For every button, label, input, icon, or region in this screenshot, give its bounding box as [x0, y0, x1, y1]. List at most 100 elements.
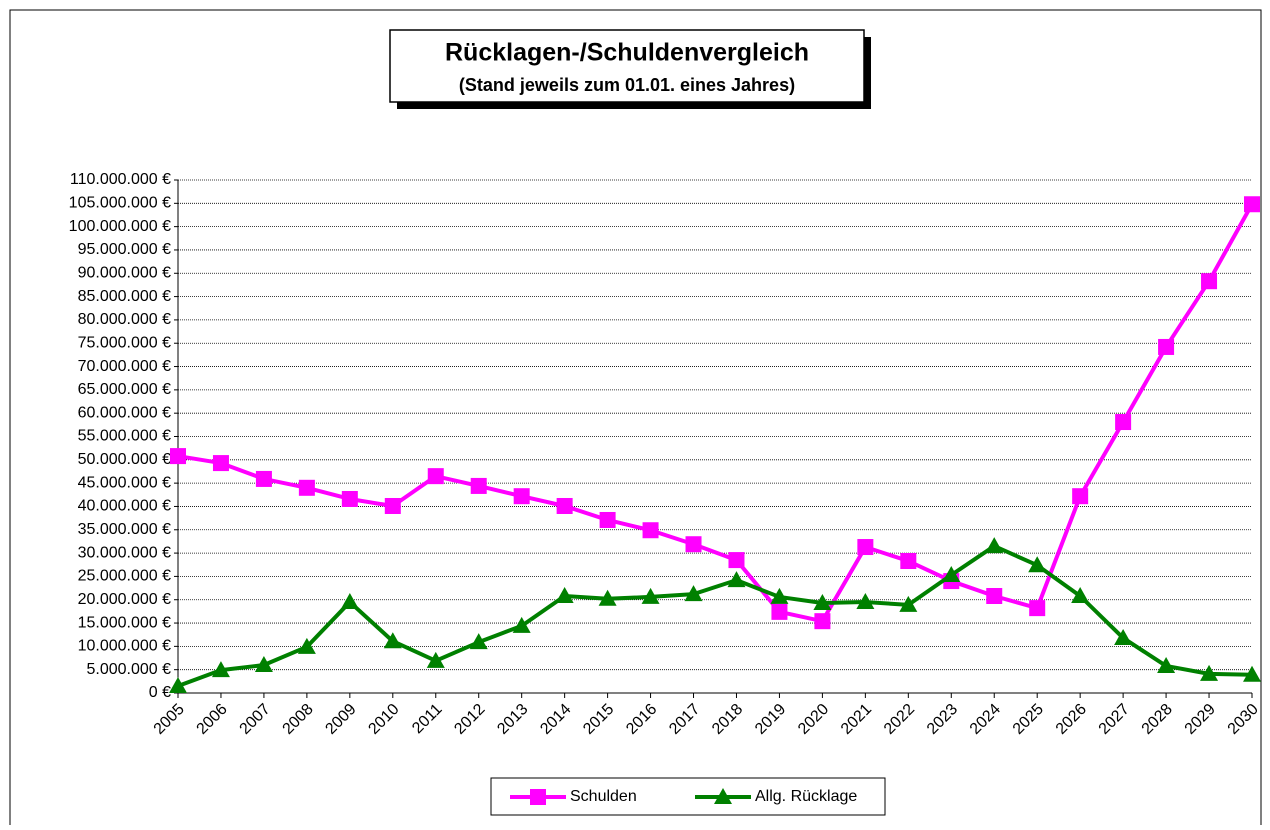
x-tick-label: 2020 — [795, 701, 832, 738]
x-tick-label: 2018 — [709, 701, 746, 738]
y-tick-label: 0 € — [149, 684, 171, 701]
point — [813, 593, 832, 610]
y-tick-label: 5.000.000 € — [86, 661, 171, 678]
point — [512, 616, 531, 633]
x-tick-label: 2010 — [365, 701, 402, 738]
y-tick-label: 90.000.000 € — [78, 264, 172, 281]
point — [727, 571, 746, 588]
x-tick-label: 2017 — [666, 701, 703, 738]
y-tick-label: 85.000.000 € — [78, 288, 172, 305]
point — [1200, 664, 1219, 681]
x-tick-label: 2015 — [580, 701, 617, 738]
x-tick-label: 2014 — [537, 701, 574, 738]
y-tick-label: 20.000.000 € — [78, 591, 172, 608]
point — [856, 593, 875, 610]
point — [383, 632, 402, 649]
y-tick-label: 30.000.000 € — [78, 544, 172, 561]
x-tick-label: 2026 — [1053, 701, 1090, 738]
y-tick-label: 35.000.000 € — [78, 521, 172, 538]
x-tick-label: 2012 — [451, 701, 488, 738]
x-tick-label: 2024 — [967, 701, 1004, 738]
point — [598, 589, 617, 606]
x-tick-label: 2005 — [151, 701, 188, 738]
legend-label: Allg. Rücklage — [755, 788, 857, 805]
x-tick-label: 2016 — [623, 701, 660, 738]
point — [297, 637, 316, 654]
point — [1243, 665, 1261, 682]
point — [685, 536, 702, 553]
point — [1029, 600, 1046, 617]
point — [900, 553, 917, 570]
point — [1201, 273, 1218, 290]
x-tick-label: 2009 — [322, 701, 359, 738]
y-tick-label: 15.000.000 € — [78, 614, 172, 631]
point — [1244, 196, 1260, 213]
legend-label: Schulden — [570, 788, 637, 805]
point — [985, 537, 1004, 554]
point — [986, 587, 1003, 604]
x-tick-label: 2021 — [838, 701, 875, 738]
point — [599, 511, 616, 528]
y-tick-label: 80.000.000 € — [78, 311, 172, 328]
point — [1158, 338, 1175, 355]
series-line — [177, 544, 1253, 688]
x-tick-label: 2029 — [1182, 701, 1219, 738]
chart-frame — [9, 9, 1262, 830]
point — [212, 455, 229, 472]
y-tick-label: 100.000.000 € — [69, 218, 171, 235]
point — [513, 488, 530, 505]
point — [942, 566, 961, 583]
x-tick-label: 2013 — [494, 701, 531, 738]
point — [1115, 414, 1132, 431]
point — [771, 603, 788, 620]
x-tick-label: 2008 — [280, 701, 317, 738]
x-tick-label: 2011 — [409, 701, 445, 737]
point — [1071, 586, 1090, 603]
point — [427, 468, 444, 485]
y-tick-label: 40.000.000 € — [78, 498, 172, 515]
y-tick-label: 105.000.000 € — [69, 195, 171, 212]
point — [684, 585, 703, 602]
point — [556, 497, 573, 514]
point — [255, 470, 272, 487]
x-tick-label: 2007 — [237, 701, 274, 738]
x-tick-label: 2019 — [752, 701, 789, 738]
point — [899, 595, 918, 612]
point — [426, 651, 445, 668]
x-tick-label: 2028 — [1139, 701, 1176, 738]
point — [641, 587, 660, 604]
point — [341, 490, 358, 507]
y-tick-label: 110.000.000 € — [70, 171, 171, 188]
x-tick-label: 2023 — [924, 701, 961, 738]
point — [469, 633, 488, 650]
point — [169, 677, 187, 694]
y-tick-label: 75.000.000 € — [78, 334, 172, 351]
y-tick-label: 10.000.000 € — [78, 638, 172, 655]
point — [642, 522, 659, 539]
point — [770, 587, 789, 604]
point — [254, 656, 273, 673]
point — [857, 539, 874, 556]
y-tick-label: 95.000.000 € — [78, 241, 172, 258]
point — [1114, 628, 1133, 645]
y-tick-label: 45.000.000 € — [78, 474, 172, 491]
x-tick-label: 2025 — [1010, 701, 1047, 738]
legend-marker — [714, 788, 732, 804]
x-tick-label: 2022 — [881, 701, 918, 738]
x-tick-label: 2006 — [194, 701, 231, 738]
point — [1028, 556, 1047, 573]
point — [814, 613, 831, 630]
point — [555, 586, 574, 603]
y-tick-label: 60.000.000 € — [78, 404, 172, 421]
x-tick-label: 2030 — [1225, 701, 1262, 738]
chart-subtitle: (Stand jeweils zum 01.01. eines Jahres) — [459, 75, 795, 95]
y-tick-label: 65.000.000 € — [78, 381, 172, 398]
chart-title: Rücklagen-/Schuldenvergleich — [445, 39, 809, 67]
point — [470, 477, 487, 494]
point — [340, 593, 359, 610]
point — [298, 479, 315, 496]
y-tick-label: 50.000.000 € — [78, 451, 172, 468]
y-tick-label: 70.000.000 € — [78, 358, 172, 375]
y-tick-label: 55.000.000 € — [78, 428, 172, 445]
